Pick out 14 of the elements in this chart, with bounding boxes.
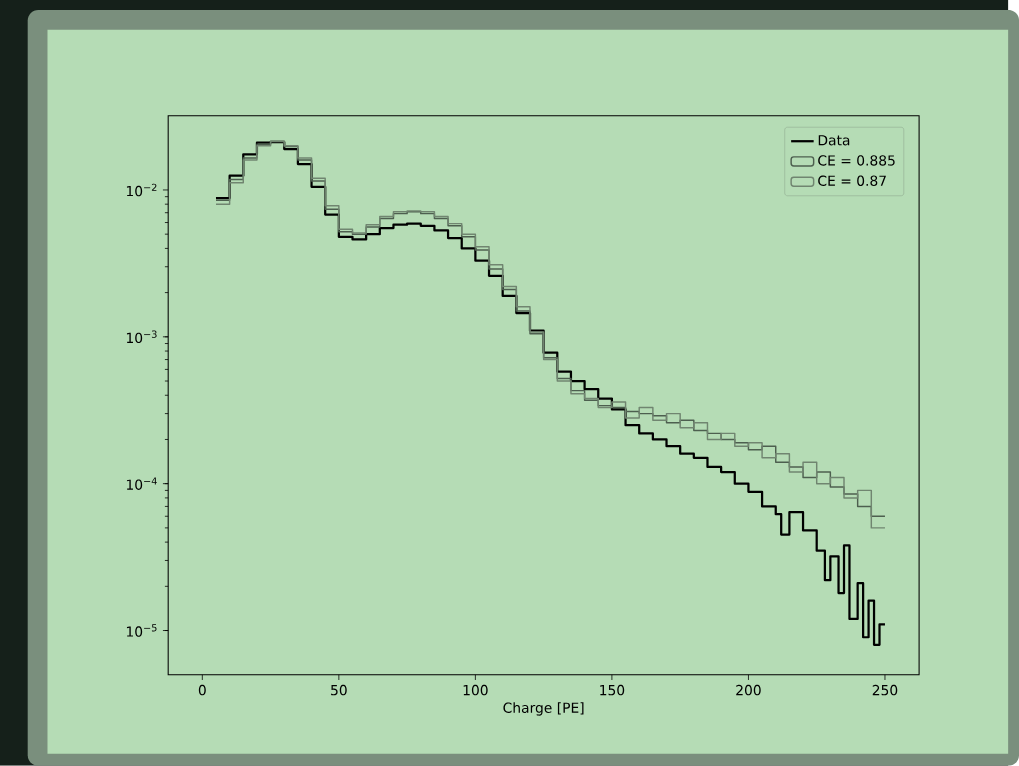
x-tick-label: 50 xyxy=(331,685,347,696)
x-tick-label: 200 xyxy=(736,685,761,696)
y-tick-label: 10$^{−3}$ xyxy=(126,330,157,344)
y-tick-label: 10$^{−2}$ xyxy=(126,183,157,197)
legend-label: Data xyxy=(818,135,850,146)
y-tick-label: 10$^{−4}$ xyxy=(126,477,157,491)
legend-label: CE = 0.885 xyxy=(818,155,895,166)
x-tick-label: 150 xyxy=(600,685,625,696)
x-tick-label: 0 xyxy=(198,685,206,696)
y-tick-label: 10$^{−5}$ xyxy=(126,624,157,637)
legend-label: CE = 0.87 xyxy=(818,175,886,187)
x-tick-label: 100 xyxy=(463,685,488,696)
x-tick-label: 250 xyxy=(872,685,898,696)
x-axis-title: Charge [PE] xyxy=(503,702,584,716)
